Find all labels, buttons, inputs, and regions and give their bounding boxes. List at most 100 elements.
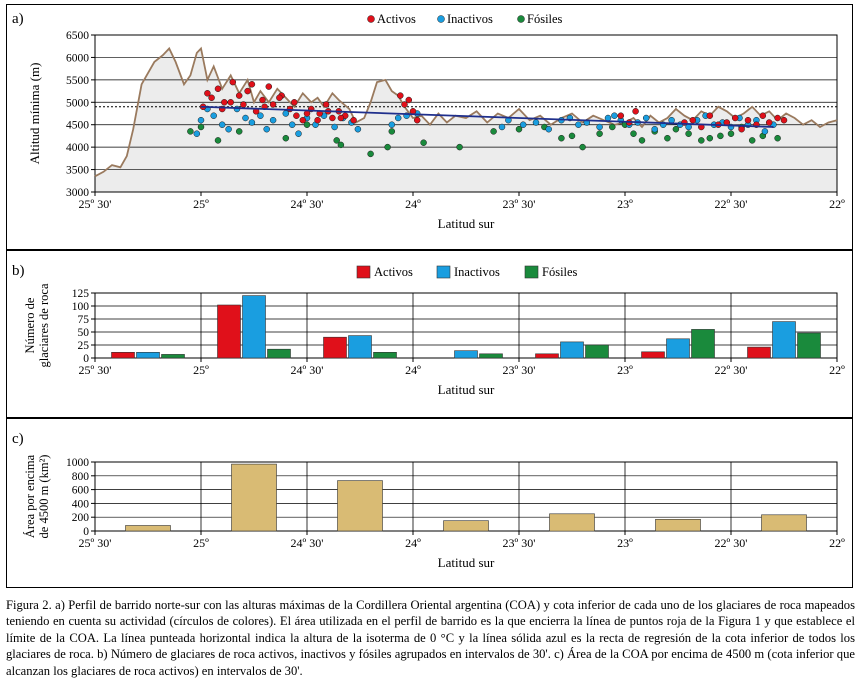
glacier-point-activos xyxy=(329,114,336,122)
glacier-point-activos xyxy=(291,99,298,106)
y-tick-label: 25 xyxy=(78,340,90,352)
x-tick-label: 25º xyxy=(193,363,209,377)
sky-area xyxy=(95,35,837,177)
y-tick-label: 800 xyxy=(72,471,90,483)
glacier-point-inactivos xyxy=(248,119,256,126)
y-axis-title-line1: Área por encima xyxy=(23,454,37,538)
x-tick-label: 22º 30' xyxy=(715,197,748,211)
glacier-point-fosiles xyxy=(303,121,311,128)
x-tick-label: 22º xyxy=(829,197,845,211)
glacier-point-activos xyxy=(244,87,251,95)
bar-inactivos xyxy=(136,352,160,359)
plot-frame xyxy=(94,292,838,359)
glacier-point-fosiles xyxy=(197,123,205,131)
glacier-point-inactivos xyxy=(295,130,302,137)
glacier-point-fosiles xyxy=(367,150,374,158)
x-tick-label: 25º 30' xyxy=(79,363,112,377)
y-tick-label: 5000 xyxy=(66,97,89,109)
legend-label-activos: Activos xyxy=(374,265,413,279)
x-tick-label: 24º xyxy=(405,363,421,377)
glacier-point-activos xyxy=(337,114,345,122)
glacier-point-activos xyxy=(314,116,321,124)
bar-area xyxy=(337,480,383,532)
glacier-point-activos xyxy=(744,116,752,124)
glacier-point-activos xyxy=(731,114,739,122)
bar-activos xyxy=(535,353,559,359)
y-tick-label: 1000 xyxy=(66,457,89,469)
glacier-point-inactivos xyxy=(604,114,612,122)
y-axis-title-line1: Número de xyxy=(23,297,37,353)
y-tick-label: 6500 xyxy=(66,30,89,42)
glacier-point-activos xyxy=(706,112,714,119)
glacier-point-inactivos xyxy=(242,114,249,122)
bar-fosiles xyxy=(797,332,821,359)
glacier-point-fosiles xyxy=(698,137,705,144)
glacier-point-fosiles xyxy=(558,134,565,142)
y-tick-label: 4000 xyxy=(66,142,89,154)
glacier-point-fosiles xyxy=(187,128,194,135)
glacier-point-activos xyxy=(229,78,237,86)
glacier-point-activos xyxy=(227,99,234,106)
y-tick-label: 75 xyxy=(78,314,90,326)
glacier-point-activos xyxy=(780,116,788,124)
glacier-point-activos xyxy=(765,119,773,126)
bar-fosiles xyxy=(479,353,503,359)
panel-label: a) xyxy=(12,11,24,27)
glacier-point-fosiles xyxy=(235,128,243,135)
bar-inactivos xyxy=(560,341,584,359)
y-tick-label: 3500 xyxy=(66,165,89,177)
glacier-point-fosiles xyxy=(774,134,781,142)
bar-inactivos xyxy=(666,338,690,359)
glacier-point-inactivos xyxy=(225,125,232,133)
glacier-point-inactivos xyxy=(218,121,226,128)
bar-fosiles xyxy=(585,344,609,359)
x-tick-label: 24º 30' xyxy=(291,363,324,377)
x-tick-label: 24º xyxy=(405,197,421,211)
x-tick-label: 24º 30' xyxy=(291,536,324,550)
glacier-point-inactivos xyxy=(197,116,205,124)
glacier-point-fosiles xyxy=(717,132,724,140)
bar-activos xyxy=(323,336,347,359)
glacier-point-inactivos xyxy=(532,119,540,126)
y-tick-label: 0 xyxy=(83,526,89,538)
panel-a-altitude-profile: a) Activos Inactivos Fósiles 3000 3500 4000 450… xyxy=(6,4,853,250)
glacier-point-inactivos xyxy=(193,130,201,137)
glacier-point-fosiles xyxy=(579,143,586,151)
bar-activos xyxy=(747,346,771,359)
glacier-point-activos xyxy=(759,112,767,119)
plot-frame xyxy=(94,34,838,193)
glacier-point-inactivos xyxy=(210,112,217,119)
bar-fosiles xyxy=(161,354,185,359)
bar-inactivos xyxy=(242,295,266,359)
y-tick-label: 50 xyxy=(78,327,90,339)
figure-caption: Figura 2. a) Perfil de barrido norte-sur… xyxy=(6,598,855,678)
legend-label-inactivos: Inactivos xyxy=(447,12,493,26)
glacier-point-inactivos xyxy=(596,123,603,131)
legend-label-inactivos: Inactivos xyxy=(454,265,500,279)
glacier-point-inactivos xyxy=(354,125,362,133)
glacier-point-fosiles xyxy=(490,128,497,135)
glacier-point-activos xyxy=(617,112,625,119)
x-axis-title: Latitud sur xyxy=(438,216,495,231)
glacier-point-fosiles xyxy=(515,125,523,133)
panel-label: b) xyxy=(12,263,25,279)
x-tick-label: 23º 30' xyxy=(503,536,536,550)
glacier-point-inactivos xyxy=(331,123,338,131)
glacier-point-activos xyxy=(689,116,697,124)
glacier-point-inactivos xyxy=(388,121,396,128)
legend-label-activos: Activos xyxy=(377,12,416,26)
y-axis-title-line2: glaciares de roca xyxy=(37,283,51,367)
glacier-point-inactivos xyxy=(394,114,402,122)
x-tick-label: 22º xyxy=(829,363,845,377)
glacier-point-fosiles xyxy=(214,137,222,144)
bar-inactivos xyxy=(772,321,796,359)
y-tick-label: 125 xyxy=(72,288,90,300)
glacier-point-inactivos xyxy=(498,123,506,131)
glacier-point-fosiles xyxy=(596,130,603,137)
y-axis-title-line2: de 4500 m (km²) xyxy=(37,455,51,539)
glacier-point-activos xyxy=(322,101,330,108)
glacier-point-activos xyxy=(235,92,243,99)
bar-area xyxy=(761,514,807,532)
x-tick-label: 25º 30' xyxy=(79,536,112,550)
glacier-point-inactivos xyxy=(642,114,650,122)
